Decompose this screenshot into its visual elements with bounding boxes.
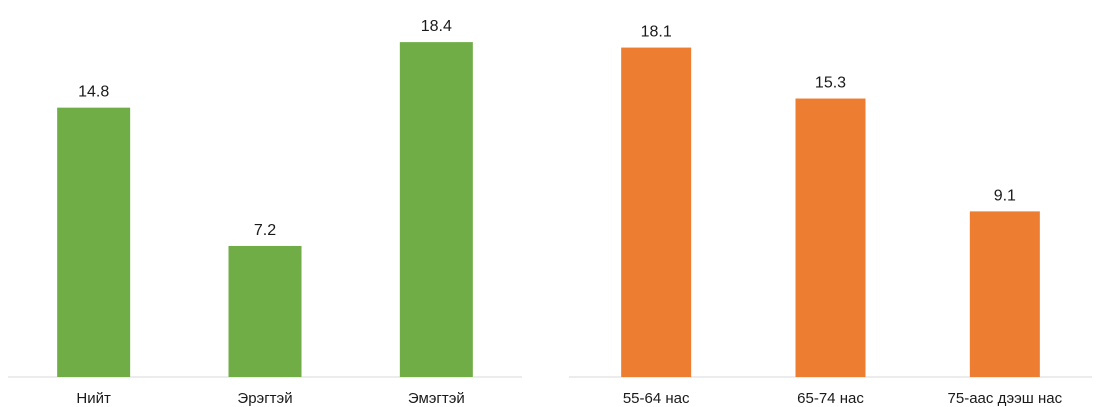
x-tick-label: 75-аас дээш нас xyxy=(948,390,1063,407)
data-label: 7.2 xyxy=(254,222,276,239)
bar xyxy=(621,47,692,378)
bar xyxy=(57,107,131,377)
bar xyxy=(969,211,1040,377)
data-label: 15.3 xyxy=(815,75,846,92)
bar xyxy=(795,98,866,377)
x-tick-label: Нийт xyxy=(76,390,111,407)
x-tick-label: 65-74 нас xyxy=(797,390,864,407)
bar xyxy=(399,42,473,378)
x-tick-label: Эмэгтэй xyxy=(408,390,465,407)
data-label: 14.8 xyxy=(78,84,109,101)
data-label: 18.1 xyxy=(641,24,672,41)
bar xyxy=(228,245,302,377)
bar-chart-2: 18.1 55-64 нас 15.3 65-74 нас 9.1 75-аас дээш… xyxy=(569,24,1092,407)
x-tick-label: 55-64 нас xyxy=(623,390,690,407)
bar-chart-1: 14.8 Нийт 7.2 Эрэгтэй 18.4 Эмэгтэй xyxy=(8,18,522,407)
data-label: 9.1 xyxy=(994,187,1016,204)
x-tick-label: Эрэгтэй xyxy=(237,390,292,407)
data-label: 18.4 xyxy=(421,18,452,35)
